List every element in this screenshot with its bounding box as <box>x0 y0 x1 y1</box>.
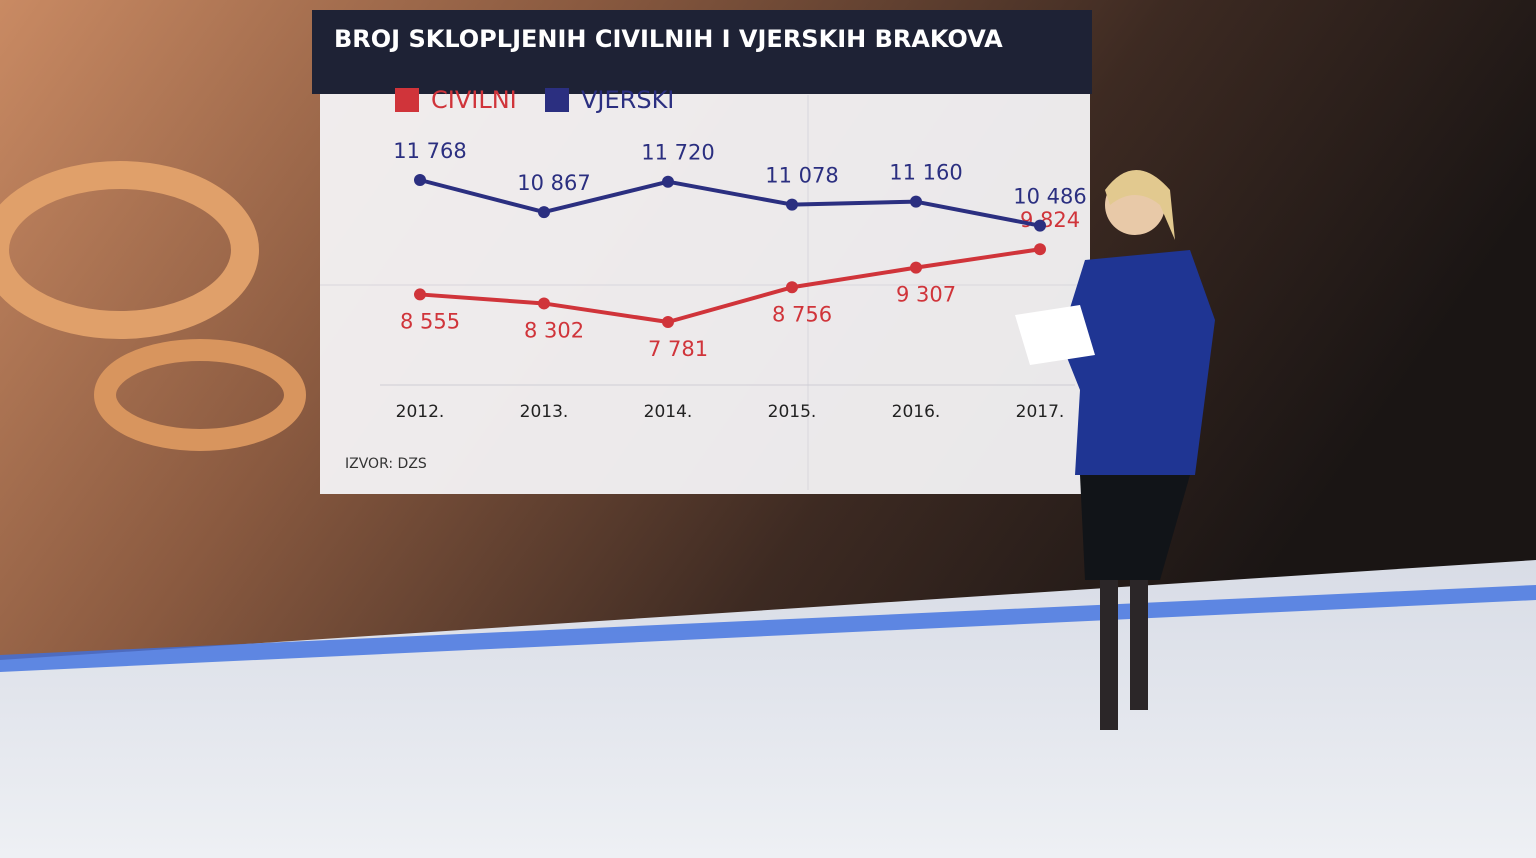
data-point <box>1034 219 1046 232</box>
x-tick-label: 2015. <box>768 402 817 422</box>
legend-label: CIVILNI <box>431 86 517 114</box>
data-point <box>1034 243 1046 256</box>
data-label: 10 867 <box>517 171 590 195</box>
data-label: 8 302 <box>524 318 584 342</box>
data-label: 11 768 <box>393 139 466 163</box>
x-tick-label: 2012. <box>396 402 445 422</box>
x-tick-label: 2016. <box>892 402 941 422</box>
x-tick-label: 2014. <box>644 402 693 422</box>
ring-image <box>0 161 259 339</box>
x-tick-label: 2013. <box>520 402 569 422</box>
data-point <box>414 288 426 301</box>
data-label: 7 781 <box>648 337 708 361</box>
source-note: IZVOR: DZS <box>345 456 427 472</box>
presenter <box>1015 170 1215 730</box>
data-point <box>538 206 550 219</box>
data-point <box>910 261 922 274</box>
ring-image <box>94 339 306 451</box>
legend-swatch <box>545 88 569 112</box>
data-point <box>786 198 798 211</box>
x-tick-label: 2017. <box>1016 402 1065 422</box>
data-point <box>414 174 426 186</box>
title-bar <box>312 10 1092 94</box>
series-line <box>419 178 1041 228</box>
data-point <box>662 175 674 188</box>
data-point <box>786 281 798 294</box>
data-point <box>910 195 922 208</box>
chart-panel <box>320 62 1090 494</box>
studio-floor <box>0 560 1536 858</box>
chart-title: BROJ SKLOPLJENIH CIVILNIH I VJERSKIH BRA… <box>334 25 1003 53</box>
data-label: 8 756 <box>772 302 832 326</box>
legend-swatch <box>395 88 419 112</box>
legend-label: VJERSKI <box>581 86 674 114</box>
series-line <box>419 247 1041 324</box>
data-label: 8 555 <box>400 309 460 333</box>
plot-area: CIVILNI VJERSKI 2012. 2013. 2014. 2015. 2016. 2… <box>393 86 1086 422</box>
data-point <box>538 297 550 310</box>
data-label: 11 720 <box>641 141 714 165</box>
data-point <box>662 316 674 328</box>
data-label: 10 486 <box>1013 185 1086 209</box>
data-label: 9 824 <box>1020 208 1080 232</box>
data-label: 9 307 <box>896 283 956 307</box>
data-label: 11 160 <box>889 161 962 185</box>
light-strip <box>0 585 1536 672</box>
data-label: 11 078 <box>765 164 838 188</box>
